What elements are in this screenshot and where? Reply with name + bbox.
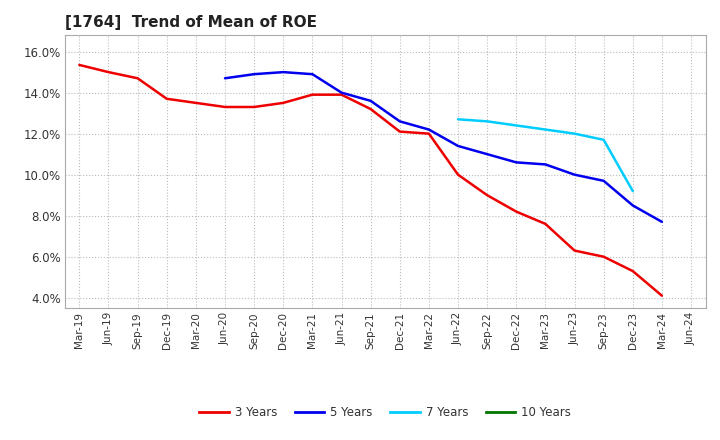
5 Years xyxy=(250,72,258,77)
5 Years xyxy=(541,162,550,167)
7 Years xyxy=(599,137,608,143)
3 Years xyxy=(570,248,579,253)
3 Years xyxy=(104,70,113,75)
3 Years xyxy=(337,92,346,97)
3 Years xyxy=(279,100,287,106)
3 Years xyxy=(308,92,317,97)
3 Years xyxy=(192,100,200,106)
5 Years xyxy=(454,143,462,149)
Text: [1764]  Trend of Mean of ROE: [1764] Trend of Mean of ROE xyxy=(65,15,317,30)
3 Years xyxy=(541,221,550,227)
7 Years xyxy=(483,119,492,124)
3 Years xyxy=(629,268,637,274)
Line: 5 Years: 5 Years xyxy=(225,72,662,222)
5 Years xyxy=(599,178,608,183)
3 Years xyxy=(512,209,521,214)
3 Years xyxy=(425,131,433,136)
3 Years xyxy=(75,62,84,68)
5 Years xyxy=(220,76,229,81)
5 Years xyxy=(425,127,433,132)
3 Years xyxy=(483,193,492,198)
5 Years xyxy=(657,219,666,224)
Line: 3 Years: 3 Years xyxy=(79,65,662,296)
5 Years xyxy=(570,172,579,177)
3 Years xyxy=(220,104,229,110)
7 Years xyxy=(512,123,521,128)
7 Years xyxy=(541,127,550,132)
Line: 7 Years: 7 Years xyxy=(458,119,633,191)
7 Years xyxy=(629,188,637,194)
3 Years xyxy=(454,172,462,177)
5 Years xyxy=(395,119,404,124)
5 Years xyxy=(308,72,317,77)
3 Years xyxy=(599,254,608,259)
5 Years xyxy=(337,90,346,95)
5 Years xyxy=(366,98,375,103)
3 Years xyxy=(657,293,666,298)
3 Years xyxy=(395,129,404,134)
3 Years xyxy=(163,96,171,102)
Legend: 3 Years, 5 Years, 7 Years, 10 Years: 3 Years, 5 Years, 7 Years, 10 Years xyxy=(194,401,576,424)
5 Years xyxy=(512,160,521,165)
5 Years xyxy=(483,151,492,157)
3 Years xyxy=(366,106,375,112)
3 Years xyxy=(250,104,258,110)
3 Years xyxy=(133,76,142,81)
5 Years xyxy=(279,70,287,75)
7 Years xyxy=(570,131,579,136)
5 Years xyxy=(629,203,637,208)
7 Years xyxy=(454,117,462,122)
